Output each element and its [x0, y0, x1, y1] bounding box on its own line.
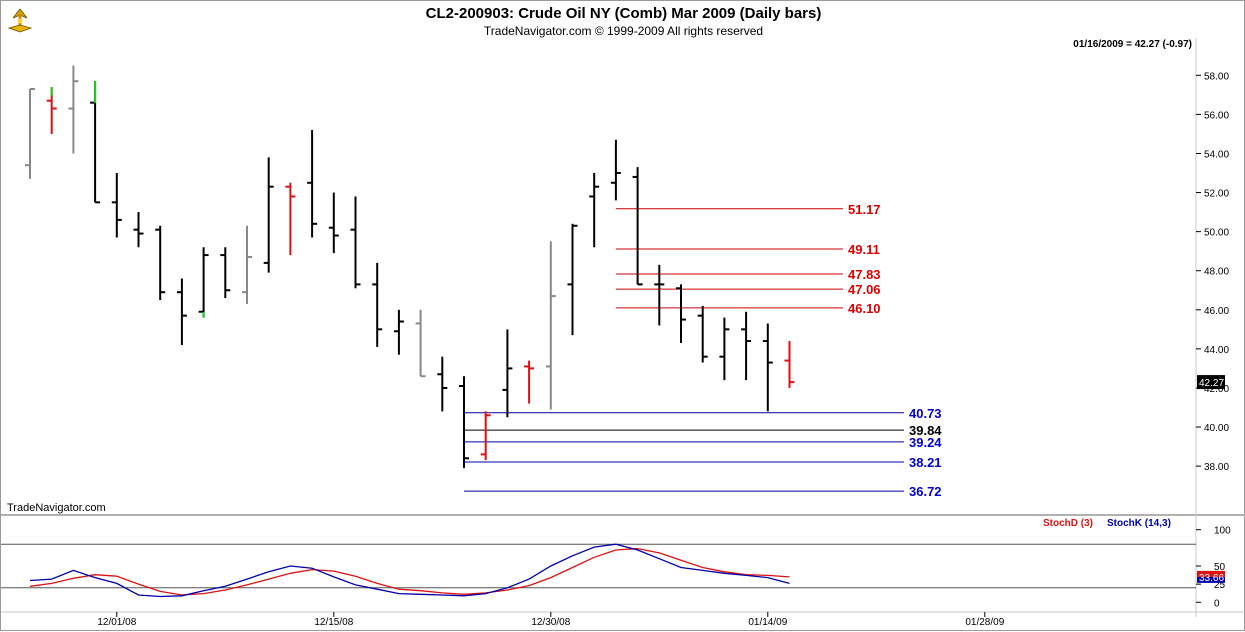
- ohlc-bar: [784, 341, 795, 388]
- ohlc-bar: [155, 225, 166, 301]
- ohlc-bar: [25, 87, 35, 179]
- stoch-last-box-d: [1197, 570, 1225, 577]
- ohlc-bar: [68, 65, 79, 154]
- last-price-box: [1197, 375, 1225, 390]
- x-tick-label: 12/01/08: [97, 617, 136, 628]
- ohlc-bar: [393, 309, 404, 355]
- price-level-label: 51.17: [848, 202, 881, 217]
- x-tick-label: 01/28/09: [965, 617, 1004, 628]
- ohlc-bar: [133, 212, 144, 248]
- y-tick-label: 48.00: [1204, 267, 1229, 278]
- ohlc-bar: [610, 139, 621, 201]
- price-level-label: 39.24: [909, 435, 942, 450]
- y-tick-label: 40.00: [1204, 423, 1229, 434]
- y-tick-label: 50.00: [1204, 228, 1229, 239]
- price-level-label: 36.72: [909, 484, 942, 499]
- ohlc-bar: [198, 247, 209, 318]
- price-level-label: 47.06: [848, 282, 881, 297]
- ohlc-bar: [46, 87, 57, 134]
- stoch-last-value: 33.66: [1199, 573, 1224, 584]
- ohlc-bar: [480, 411, 491, 461]
- y-tick-label: 54.00: [1204, 149, 1229, 160]
- y-tick-label: 58.00: [1204, 71, 1229, 82]
- copyright-text: TradeNavigator.com © 1999-2009 All right…: [483, 24, 764, 38]
- ohlc-bar: [697, 305, 708, 363]
- ohlc-bar: [437, 356, 448, 412]
- ohlc-bar: [589, 173, 600, 248]
- y-tick-label: 56.00: [1204, 110, 1229, 121]
- watermark: TradeNavigator.com: [7, 502, 106, 514]
- ohlc-bar: [307, 130, 318, 238]
- ohlc-bar: [328, 192, 339, 254]
- ohlc-bar: [350, 196, 361, 289]
- ohlc-bar: [567, 223, 578, 336]
- ohlc-bar: [242, 225, 252, 304]
- x-tick-label: 12/30/08: [531, 617, 570, 628]
- stoch-series-line: [29, 543, 790, 598]
- stoch-last-box-k: [1197, 576, 1225, 583]
- last-price-label: 42.27: [1199, 378, 1224, 389]
- y-tick-label: 42.00: [1204, 384, 1229, 395]
- ohlc-bar: [220, 247, 231, 299]
- price-level-label: 49.11: [848, 242, 880, 257]
- ohlc-bar: [372, 262, 383, 347]
- price-level-label: 40.73: [909, 406, 942, 421]
- y-tick-label: 52.00: [1204, 189, 1229, 200]
- ohlc-bar: [285, 182, 296, 256]
- price-level-label: 39.84: [909, 423, 942, 438]
- ohlc-bar: [632, 167, 643, 286]
- ohlc-bar: [654, 264, 665, 326]
- ohlc-bar: [176, 278, 187, 345]
- ohlc-bar: [762, 323, 773, 412]
- price-level-label: 38.21: [909, 455, 942, 470]
- y-tick-label: 44.00: [1204, 345, 1229, 356]
- y-tick-label: 38.00: [1204, 462, 1229, 473]
- ohlc-bar: [459, 376, 469, 469]
- ohlc-bar: [502, 329, 513, 418]
- stoch-y-tick-label: 0: [1214, 598, 1220, 609]
- ohlc-bar: [415, 309, 426, 378]
- last-quote: 01/16/2009 = 42.27 (-0.97): [1073, 39, 1192, 50]
- trade-navigator-logo-icon[interactable]: [5, 6, 35, 36]
- x-tick-label: 01/14/09: [748, 617, 787, 628]
- stoch-legend-d: StochD (3): [1043, 518, 1093, 529]
- ohlc-bar: [741, 311, 752, 381]
- ohlc-bar: [719, 317, 730, 381]
- ohlc-bar: [263, 157, 274, 273]
- chart-title: CL2-200903: Crude Oil NY (Comb) Mar 2009…: [425, 5, 822, 22]
- ohlc-bar: [676, 284, 686, 344]
- x-tick-label: 12/15/08: [314, 617, 353, 628]
- y-tick-label: 46.00: [1204, 306, 1229, 317]
- ohlc-bar: [524, 360, 535, 404]
- stoch-series-line: [29, 547, 790, 596]
- ohlc-bar: [90, 81, 101, 204]
- stoch-legend-k: StochK (14,3): [1107, 518, 1171, 529]
- ohlc-bar: [545, 241, 556, 410]
- ohlc-bar: [111, 173, 122, 238]
- stoch-y-tick-label: 25: [1214, 580, 1226, 591]
- price-level-label: 46.10: [848, 301, 881, 316]
- stoch-y-tick-label: 50: [1214, 562, 1226, 573]
- stoch-y-tick-label: 100: [1214, 526, 1231, 537]
- price-level-label: 47.83: [848, 267, 881, 282]
